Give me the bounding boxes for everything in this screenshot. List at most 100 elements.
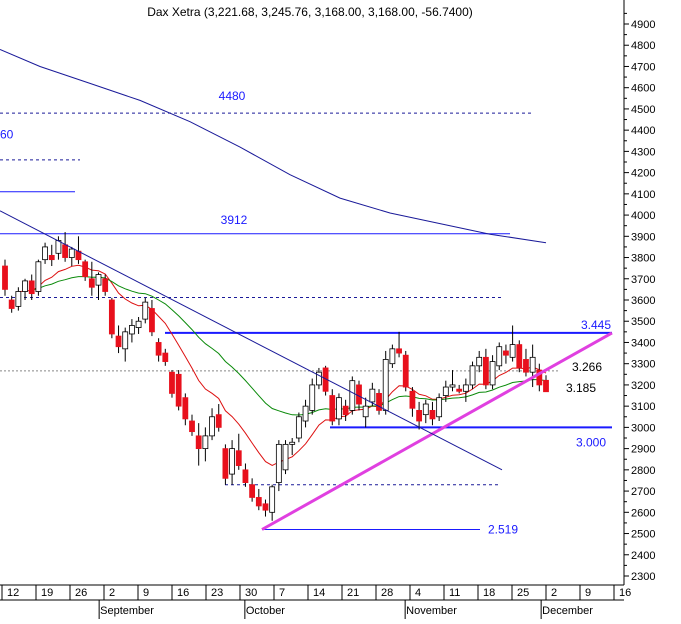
candle-body xyxy=(195,435,202,450)
y-tick-label: 2700 xyxy=(631,486,655,498)
candle-body xyxy=(282,443,289,471)
candle-body xyxy=(302,405,309,422)
candle xyxy=(108,297,115,339)
candle-body xyxy=(262,503,269,511)
month-label: September xyxy=(100,605,154,617)
candle xyxy=(48,244,55,267)
candle xyxy=(342,399,349,422)
candle-body xyxy=(15,291,22,307)
x-tick-label: 28 xyxy=(381,587,393,599)
candle xyxy=(482,348,489,390)
candle xyxy=(349,376,356,415)
candle xyxy=(68,246,75,267)
candle-body xyxy=(482,356,489,386)
candle xyxy=(302,399,309,428)
y-tick-label: 3700 xyxy=(631,274,655,286)
y-tick-label: 3800 xyxy=(631,253,655,265)
y-tick-label: 3900 xyxy=(631,231,655,243)
candle xyxy=(2,259,8,296)
candle-body xyxy=(389,348,396,365)
candle-body xyxy=(169,371,175,394)
candle-body xyxy=(82,261,89,278)
candle-body xyxy=(409,390,416,409)
x-tick-label: 9 xyxy=(143,587,149,599)
moving-averages xyxy=(0,49,547,466)
candle xyxy=(409,387,416,417)
candle-body xyxy=(88,278,95,288)
candle xyxy=(42,242,48,264)
annotations: 4480 3912 3.445 3.266 3.185 3.000 2.519 60 xyxy=(0,89,611,536)
candle xyxy=(416,401,422,430)
candle-body xyxy=(189,420,195,433)
y-axis: 2300 2400 2500 2600 2700 2800 2900 3000 3100 3200… xyxy=(623,0,655,585)
candle xyxy=(362,397,369,428)
month-label: December xyxy=(542,605,593,617)
x-tick-label: 12 xyxy=(7,587,19,599)
y-tick-label: 4900 xyxy=(631,19,655,31)
candle xyxy=(22,278,28,300)
candle xyxy=(229,440,235,485)
x-tick-label: 2 xyxy=(109,587,115,599)
candle xyxy=(88,261,95,296)
candle xyxy=(262,499,269,517)
y-tick-label: 3000 xyxy=(631,422,655,434)
candle xyxy=(316,367,322,390)
annotation-label: 3.185 xyxy=(566,381,596,395)
trendlines xyxy=(0,210,613,531)
candle-body xyxy=(28,280,35,295)
candle xyxy=(269,484,276,521)
candle-body xyxy=(336,397,342,420)
y-tick-label: 3200 xyxy=(631,380,655,392)
candle xyxy=(509,325,516,362)
annotation-label: 3.266 xyxy=(572,360,602,374)
candle-body xyxy=(175,373,182,407)
candle xyxy=(149,300,155,337)
annotation-label: 60 xyxy=(0,127,14,141)
candle-body xyxy=(516,344,523,369)
candle xyxy=(523,348,529,377)
candle-body xyxy=(295,416,302,439)
candle xyxy=(442,380,449,402)
candle-body xyxy=(456,388,463,392)
candle-body xyxy=(222,448,229,479)
candle-body xyxy=(235,450,242,467)
candle-body xyxy=(536,369,543,386)
candle xyxy=(215,404,222,432)
candle-body xyxy=(376,393,382,411)
candle xyxy=(536,363,543,392)
x-tick-label: 2 xyxy=(551,587,557,599)
candle xyxy=(95,272,102,300)
candle-body xyxy=(22,280,28,292)
x-tick-label: 18 xyxy=(483,587,495,599)
candle xyxy=(429,401,436,426)
level-lines xyxy=(0,112,612,531)
candle-body xyxy=(42,246,48,261)
ma-long-line xyxy=(0,49,547,244)
y-tick-label: 3500 xyxy=(631,316,655,328)
candle-body xyxy=(529,356,536,373)
ma-mid-line xyxy=(31,276,547,416)
candle xyxy=(162,348,169,366)
chart-title: Dax Xetra (3,221.68, 3,245.76, 3,168.00,… xyxy=(147,5,473,19)
candle xyxy=(469,361,476,390)
y-tick-label: 3400 xyxy=(631,337,655,349)
candle-body xyxy=(402,354,409,388)
candle-body xyxy=(396,348,402,354)
candle xyxy=(402,350,409,392)
candle-body xyxy=(496,346,503,367)
candle-body xyxy=(215,414,222,428)
candle-body xyxy=(249,484,256,498)
candle-body xyxy=(462,384,469,392)
candle-body xyxy=(349,380,356,411)
candle-body xyxy=(142,301,149,320)
month-label: October xyxy=(246,605,285,617)
candle xyxy=(496,342,503,371)
x-tick-label: 23 xyxy=(211,587,223,599)
candle-body xyxy=(115,335,122,348)
candle-body xyxy=(509,344,516,358)
x-tick-label: 26 xyxy=(75,587,87,599)
y-tick-label: 2500 xyxy=(631,529,655,541)
candle-body xyxy=(382,359,389,411)
